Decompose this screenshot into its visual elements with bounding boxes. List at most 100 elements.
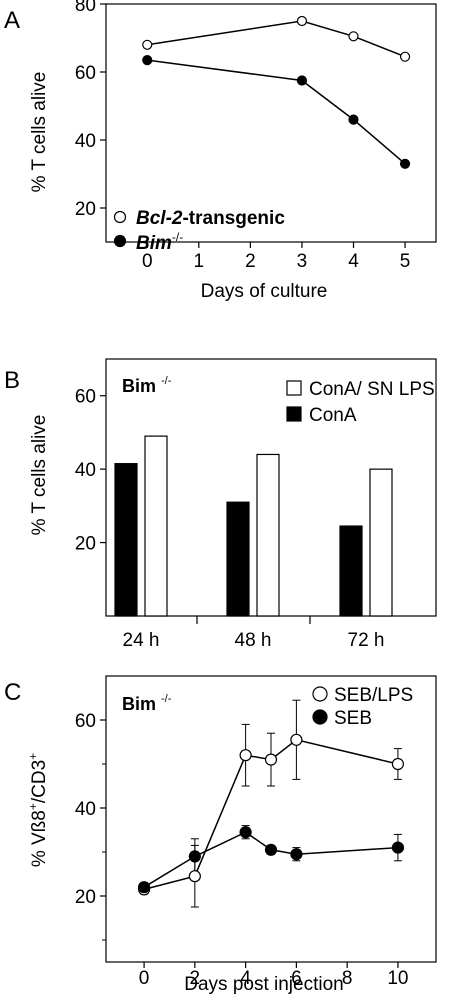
panel-b-inset-main: Bim (122, 376, 156, 396)
series-line-1 (143, 831, 398, 888)
panel-b-y-axis-title: % T cells alive (29, 415, 50, 536)
y-title-part-1: % Vß8 (29, 810, 50, 867)
panel-c-inset-sup: -/- (161, 693, 172, 705)
panel-a-letter: A (4, 7, 20, 34)
data-point (188, 850, 201, 863)
panel-c-legend: SEB/LPS SEB (312, 685, 413, 729)
data-point (264, 843, 278, 856)
panel-c-inset-label: Bim -/- (122, 693, 172, 714)
legend-filled-circle-marker (113, 234, 127, 248)
y-tick-label: 60 (75, 711, 96, 732)
x-tick-label: 10 (387, 968, 408, 989)
panel-a-legend: Bcl-2-transgenic Bim-/- (113, 208, 285, 254)
panel-c-inset-main: Bim (122, 694, 156, 714)
x-tick-label: 0 (139, 968, 150, 989)
legend-bcl2-italic: Bcl-2 (136, 208, 183, 229)
legend-seb-lps-label: SEB/LPS (334, 685, 413, 706)
x-tick-label: 6 (291, 968, 302, 989)
bar-cona (339, 525, 363, 617)
panel-b-legend: ConA/ SN LPS ConA (286, 379, 435, 426)
panel-b-x-labels: 24 h 48 h 72 h (123, 616, 385, 651)
legend-bcl2-label: Bcl-2-transgenic (136, 208, 285, 229)
x-category-label: 24 h (123, 630, 160, 651)
legend-cona-label: ConA (309, 405, 357, 426)
bar-cona (226, 501, 250, 617)
bar-cona-sn-lps (144, 435, 168, 617)
data-point (142, 54, 153, 66)
panel-a-x-ticks: 0 1 2 3 4 5 (142, 242, 410, 272)
series-line-0 (147, 20, 406, 58)
panel-a-plot-frame (105, 3, 437, 243)
legend-open-circle-marker (312, 686, 328, 702)
legend-bim-sup: -/- (172, 230, 183, 244)
y-tick-label: 60 (75, 63, 96, 84)
legend-open-circle-marker (113, 210, 127, 224)
data-point (290, 848, 303, 861)
bar-cona-sn-lps (369, 468, 393, 617)
panel-c-x-ticks: 0 2 4 6 8 10 (139, 962, 408, 989)
panel-c-y-ticks: 20 40 60 (75, 711, 106, 941)
panel-a: A % T cells alive Days of culture 0 1 2 3 4 5… (4, 0, 437, 302)
data-point (188, 870, 201, 883)
panel-b-inset-sup: -/- (161, 375, 172, 387)
data-point (239, 749, 252, 762)
legend-filled-square (286, 406, 302, 422)
panel-c-plot-frame (105, 675, 437, 963)
y-tick-label: 80 (75, 0, 96, 16)
data-point (391, 841, 405, 854)
legend-bim-italic: Bim (136, 233, 172, 254)
y-title-sup-2: + (26, 753, 40, 760)
data-point (137, 881, 151, 894)
y-tick-label: 40 (75, 799, 96, 820)
panel-b: B % T cells alive Bim -/- ConA/ SN LPS Co… (4, 358, 437, 651)
panel-b-inset-label: Bim -/- (122, 375, 172, 396)
data-point (348, 114, 359, 125)
data-point (290, 733, 303, 746)
bar-cona-sn-lps (256, 453, 280, 617)
panel-c-y-axis-title: % Vß8+/CD3+ (26, 753, 50, 867)
series-line-1 (147, 59, 406, 165)
series-line-0 (143, 738, 399, 891)
data-point (399, 51, 411, 62)
data-point (264, 753, 278, 766)
panel-b-letter: B (4, 367, 20, 394)
panel-a-y-axis-title: % T cells alive (29, 72, 50, 193)
panel-c-series (137, 699, 405, 908)
legend-seb-label: SEB (334, 708, 372, 729)
data-point (296, 15, 308, 27)
legend-bcl2-rest: -transgenic (182, 208, 285, 229)
x-tick-label: 1 (194, 251, 205, 272)
x-tick-label: 2 (245, 251, 256, 272)
y-tick-label: 40 (75, 460, 96, 481)
data-point (399, 158, 411, 169)
x-tick-label: 4 (240, 968, 251, 989)
panel-a-series (142, 15, 411, 169)
y-tick-label: 20 (75, 887, 96, 908)
bar-cona (114, 463, 138, 617)
y-tick-label: 20 (75, 534, 96, 555)
y-title-part-2: /CD3 (29, 760, 50, 803)
panel-a-x-axis-title: Days of culture (201, 281, 328, 302)
x-category-label: 72 h (348, 630, 385, 651)
panel-a-y-ticks: 20 40 60 80 (75, 0, 106, 220)
panel-c-letter: C (4, 679, 21, 706)
legend-cona-sn-lps-label: ConA/ SN LPS (309, 379, 435, 400)
panel-c: C % Vß8+/CD3+ Days post injection Bim -/-… (4, 675, 437, 995)
legend-bim-label: Bim-/- (136, 230, 183, 254)
data-point (391, 757, 405, 771)
x-tick-label: 8 (342, 968, 353, 989)
x-tick-label: 4 (348, 251, 359, 272)
x-tick-label: 0 (142, 251, 153, 272)
y-title-sup-1: + (26, 803, 40, 810)
panel-c-x-axis-title: Days post injection (184, 974, 343, 995)
x-tick-label: 5 (400, 251, 411, 272)
data-point (296, 75, 308, 86)
panel-b-y-ticks: 20 40 60 (75, 387, 106, 555)
y-tick-label: 60 (75, 387, 96, 408)
y-tick-label: 20 (75, 199, 96, 220)
x-category-label: 48 h (235, 630, 272, 651)
x-tick-label: 2 (190, 968, 201, 989)
legend-filled-circle-marker (312, 709, 328, 725)
legend-open-square (286, 380, 302, 396)
